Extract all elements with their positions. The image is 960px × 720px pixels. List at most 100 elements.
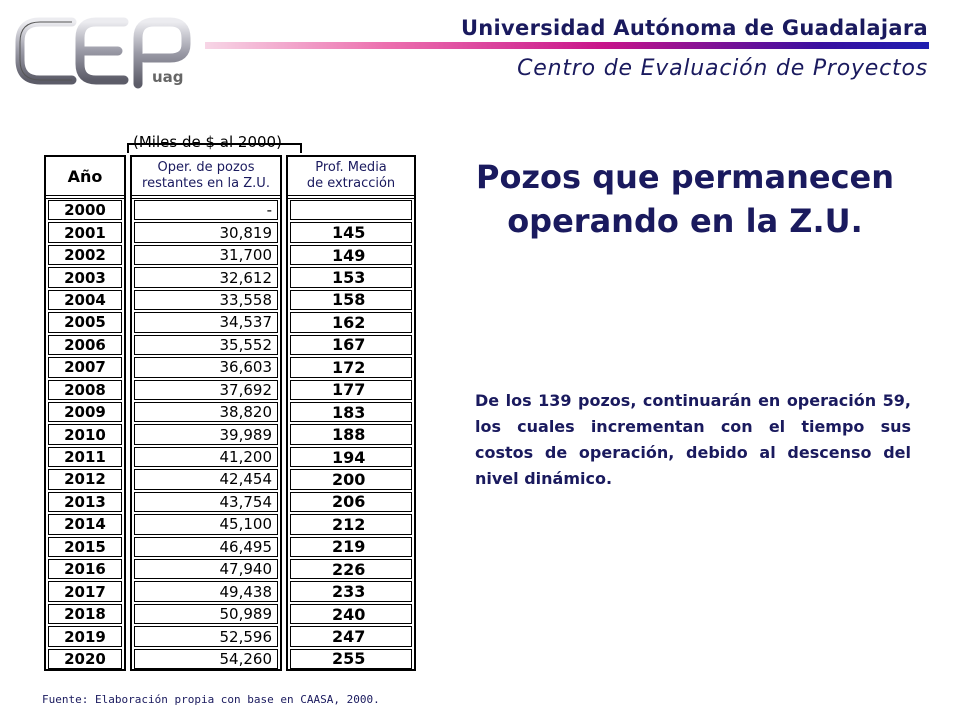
oper-header-line2: restantes en la Z.U.	[142, 176, 270, 191]
year-cell: 2000	[46, 199, 124, 221]
prof-cell: 255	[288, 648, 414, 670]
year-cell-text: 2004	[64, 290, 106, 309]
year-cell: 2008	[46, 379, 124, 401]
year-cell-text: 2016	[64, 560, 106, 579]
prof-cell: 149	[288, 244, 414, 266]
cell-border	[134, 289, 278, 311]
oper-cell: 43,754	[132, 491, 280, 513]
cell-border	[290, 446, 412, 468]
oper-cell-text: 46,495	[219, 537, 273, 556]
year-cell-text: 2010	[64, 425, 106, 444]
cell-border	[134, 379, 278, 400]
cell-border	[290, 244, 412, 266]
prof-column-body: 145 149 153 158 162 167 172 177 183 188 194 200 206 2…	[288, 199, 414, 670]
oper-cell: 34,537	[132, 311, 280, 333]
year-cell-text: 2005	[64, 313, 106, 332]
cell-border	[290, 357, 412, 378]
oper-cell-text: 30,819	[219, 223, 273, 242]
cell-border	[290, 401, 412, 423]
cell-border	[134, 244, 278, 266]
cell-border	[134, 536, 278, 557]
cep-uag-logo: uag	[15, 17, 191, 89]
year-cell-text: 2012	[64, 470, 106, 489]
cell-border	[290, 626, 412, 647]
cell-border	[48, 424, 122, 445]
oper-cell-text: 33,558	[219, 290, 273, 309]
year-cell-text: 2018	[64, 605, 106, 624]
cell-border	[134, 222, 278, 243]
cell-border	[290, 559, 412, 580]
cell-border	[48, 626, 122, 647]
cell-border	[48, 581, 122, 602]
oper-cell-text: 34,537	[219, 313, 273, 332]
prof-cell-text: 149	[332, 245, 366, 265]
year-cell-text: 2002	[64, 246, 106, 265]
oper-cell: 37,692	[132, 379, 280, 401]
cell-border	[134, 401, 278, 423]
prof-cell-text: 145	[332, 223, 366, 243]
oper-cell: 31,700	[132, 244, 280, 266]
cell-border	[290, 222, 412, 243]
oper-cell: 52,596	[132, 625, 280, 647]
year-cell: 2016	[46, 558, 124, 580]
oper-cell-text: 43,754	[219, 492, 273, 511]
cell-border	[134, 491, 278, 513]
cell-border	[290, 312, 412, 333]
cell-border	[48, 446, 122, 468]
cell-border	[134, 514, 278, 535]
prof-cell: 162	[288, 311, 414, 333]
cell-border	[48, 401, 122, 423]
prof-cell: 226	[288, 558, 414, 580]
prof-cell-text: 212	[332, 514, 366, 534]
prof-cell: 158	[288, 289, 414, 311]
cell-border	[48, 379, 122, 400]
prof-cell: 219	[288, 536, 414, 558]
prof-cell-text: 206	[332, 492, 366, 512]
oper-cell-text: 35,552	[219, 335, 273, 354]
prof-cell-text: 172	[332, 357, 366, 377]
cell-border	[290, 334, 412, 356]
prof-cell: 153	[288, 266, 414, 288]
oper-cell: 42,454	[132, 468, 280, 490]
cell-border	[48, 267, 122, 288]
year-cell: 2002	[46, 244, 124, 266]
prof-cell-text: 240	[332, 604, 366, 624]
units-note: (Miles de $ al 2000)	[133, 133, 282, 151]
cell-border	[134, 312, 278, 333]
year-cell-text: 2013	[64, 492, 106, 511]
oper-header-line1: Oper. de pozos	[157, 160, 255, 175]
oper-cell: 41,200	[132, 446, 280, 468]
cell-border	[48, 334, 122, 356]
oper-cell-text: 49,438	[219, 582, 273, 601]
cell-border	[290, 491, 412, 513]
cell-border	[134, 469, 278, 490]
oper-cell: 47,940	[132, 558, 280, 580]
oper-cell-text: 31,700	[219, 246, 273, 265]
cell-border	[48, 289, 122, 311]
oper-cell-text: 32,612	[219, 268, 273, 287]
year-cell: 2011	[46, 446, 124, 468]
oper-cell-text: 47,940	[219, 560, 273, 579]
prof-cell: 183	[288, 401, 414, 423]
cell-border	[134, 603, 278, 625]
cell-border	[290, 289, 412, 311]
year-cell: 2018	[46, 603, 124, 625]
oper-cell-text: 38,820	[219, 403, 273, 422]
cell-border	[48, 312, 122, 333]
prof-cell: 247	[288, 625, 414, 647]
oper-cell: 32,612	[132, 266, 280, 288]
year-cell-text: 2015	[64, 537, 106, 556]
oper-cell-text: 52,596	[219, 627, 273, 646]
year-cell: 2005	[46, 311, 124, 333]
prof-cell: 212	[288, 513, 414, 535]
prof-cell-text: 153	[332, 268, 366, 288]
university-name: Universidad Autónoma de Guadalajara	[460, 16, 928, 40]
oper-cell: 49,438	[132, 580, 280, 602]
cell-border	[134, 648, 278, 670]
year-cell: 2009	[46, 401, 124, 423]
year-cell-text: 2007	[64, 358, 106, 377]
source-note: Fuente: Elaboración propia con base en C…	[42, 693, 380, 706]
oper-cell: 30,819	[132, 221, 280, 243]
prof-cell: 233	[288, 580, 414, 602]
oper-cell-text: -	[266, 201, 272, 220]
